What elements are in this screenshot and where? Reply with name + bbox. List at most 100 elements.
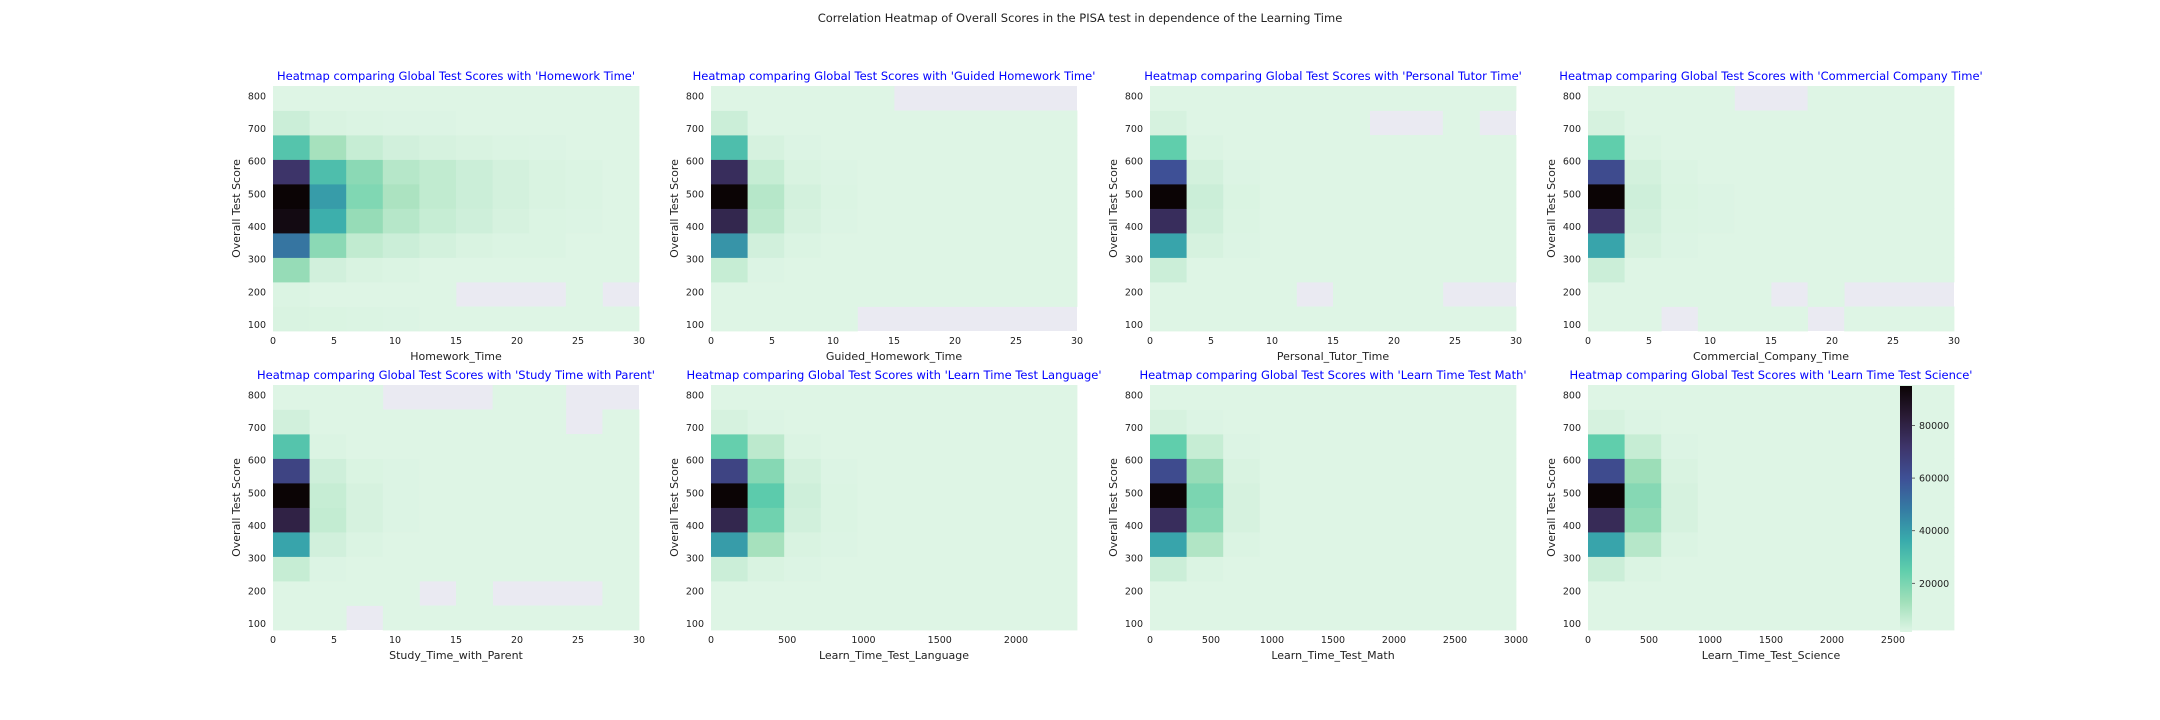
y-tick-label: 500 xyxy=(686,488,704,499)
heatmap-cell xyxy=(492,257,530,283)
heatmap-cell xyxy=(1771,184,1808,209)
y-tick-label: 500 xyxy=(1125,488,1143,499)
y-axis-label: Overall Test Score xyxy=(1545,458,1558,557)
heatmap-cell xyxy=(1150,208,1187,234)
heatmap-cell xyxy=(1333,282,1370,307)
x-axis-label: Guided_Homework_Time xyxy=(826,350,963,363)
heatmap-cell xyxy=(273,434,310,459)
heatmap-cell xyxy=(565,507,603,533)
heatmap-cell xyxy=(784,483,822,508)
heatmap-cell xyxy=(967,135,1005,160)
heatmap-cell xyxy=(1588,110,1625,136)
heatmap-cell xyxy=(1479,233,1517,258)
x-tick-label: 0 xyxy=(270,635,276,646)
heatmap-cell xyxy=(1479,257,1517,283)
heatmap-cell xyxy=(1150,306,1187,332)
heatmap-cell xyxy=(1369,532,1407,557)
heatmap-cell xyxy=(820,507,858,533)
heatmap-cell xyxy=(565,233,603,258)
heatmap-cell xyxy=(1661,532,1699,557)
heatmap-cell xyxy=(456,86,493,111)
heatmap-cell xyxy=(747,135,785,160)
heatmap-cell xyxy=(1588,556,1625,582)
heatmap-cell xyxy=(529,409,567,435)
heatmap-cell xyxy=(1807,233,1845,258)
y-tick-label: 100 xyxy=(1125,320,1143,331)
heatmap-cell xyxy=(1259,257,1297,283)
heatmap-cell xyxy=(1771,257,1808,283)
y-tick-label: 800 xyxy=(1125,390,1143,401)
heatmap-cell xyxy=(602,507,640,533)
heatmap-cell xyxy=(967,208,1005,234)
heatmap-cell xyxy=(529,458,567,484)
x-tick-label: 1000 xyxy=(1260,635,1284,646)
heatmap-cell xyxy=(1661,507,1699,533)
heatmap-cell xyxy=(747,434,785,459)
x-tick-label: 0 xyxy=(1147,635,1153,646)
heatmap-cell xyxy=(1186,581,1224,606)
heatmap-cell xyxy=(1771,483,1808,508)
heatmap-cell xyxy=(1624,581,1662,606)
panel-title: Heatmap comparing Global Test Scores wit… xyxy=(1139,368,1526,382)
heatmap-cell xyxy=(747,409,785,435)
heatmap-cell xyxy=(930,409,968,435)
heatmap-cell xyxy=(1406,385,1444,410)
heatmap-cell xyxy=(1588,233,1625,258)
heatmap-cell xyxy=(1040,110,1078,136)
heatmap-cell xyxy=(1333,385,1370,410)
heatmap-cell xyxy=(1917,233,1955,258)
heatmap-cell xyxy=(309,605,347,631)
x-axis-label: Homework_Time xyxy=(410,350,502,363)
heatmap-cell xyxy=(1003,532,1041,557)
y-axis-label: Overall Test Score xyxy=(668,458,681,557)
heatmap-cell xyxy=(820,605,858,631)
heatmap-cell xyxy=(747,184,785,209)
heatmap-cell xyxy=(346,532,384,557)
heatmap-cell xyxy=(1003,434,1041,459)
heatmap-cell xyxy=(382,605,420,631)
heatmap-cell xyxy=(1880,159,1918,185)
heatmap-cell xyxy=(1844,581,1882,606)
heatmap-cell xyxy=(1442,458,1480,484)
heatmap-cell xyxy=(1479,409,1517,435)
heatmap-cell xyxy=(419,257,457,283)
heatmap-cell xyxy=(1333,306,1370,332)
heatmap-cell xyxy=(346,233,384,258)
heatmap-cell xyxy=(1040,532,1078,557)
heatmap-cell xyxy=(967,532,1005,557)
heatmap-cell xyxy=(273,458,310,484)
heatmap-cell xyxy=(1150,458,1187,484)
heatmap-cell xyxy=(1186,233,1224,258)
heatmap-cell xyxy=(456,507,493,533)
x-tick-label: 30 xyxy=(633,336,645,347)
heatmap-cell xyxy=(1771,532,1808,557)
heatmap-cell xyxy=(1186,458,1224,484)
heatmap-cell xyxy=(382,159,420,185)
heatmap-cell xyxy=(820,434,858,459)
heatmap-cell xyxy=(273,483,310,508)
heatmap-cell xyxy=(419,282,457,307)
heatmap-cell xyxy=(820,409,858,435)
y-tick-label: 500 xyxy=(686,189,704,200)
heatmap-cell xyxy=(1150,159,1187,185)
x-tick-label: 0 xyxy=(1585,336,1591,347)
x-tick-label: 0 xyxy=(1147,336,1153,347)
heatmap-cell xyxy=(1479,159,1517,185)
heatmap-cell xyxy=(1040,507,1078,533)
heatmap-cell xyxy=(1406,135,1444,160)
x-tick-label: 2000 xyxy=(1004,635,1028,646)
heatmap-cell xyxy=(382,110,420,136)
heatmap-cell xyxy=(930,159,968,185)
heatmap-cell xyxy=(602,257,640,283)
heatmap-cell xyxy=(1697,483,1735,508)
heatmap-cell xyxy=(492,483,530,508)
heatmap-cell xyxy=(1734,507,1772,533)
heatmap-cell xyxy=(1369,434,1407,459)
heatmap-cell xyxy=(1040,159,1078,185)
heatmap-cell xyxy=(1880,135,1918,160)
heatmap-cell xyxy=(894,409,931,435)
heatmap-cell xyxy=(382,208,420,234)
heatmap-cell xyxy=(1807,385,1845,410)
heatmap-cell xyxy=(1479,483,1517,508)
heatmap-cell xyxy=(784,434,822,459)
